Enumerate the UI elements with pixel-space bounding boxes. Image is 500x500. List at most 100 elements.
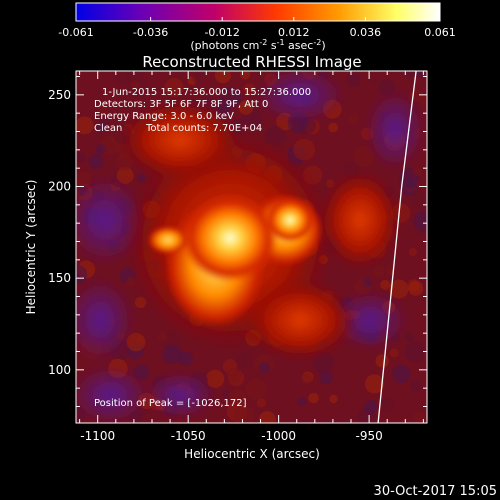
texture-blob (403, 71, 416, 78)
texture-blob (95, 144, 107, 155)
texture-blob (222, 89, 232, 100)
x-tick-label: -1000 (261, 429, 296, 443)
texture-blob (175, 418, 184, 423)
texture-blob (192, 71, 204, 84)
texture-blob (308, 392, 319, 404)
texture-blob (164, 78, 184, 97)
texture-blob (228, 389, 246, 407)
colorbar-fill (75, 2, 441, 22)
texture-blob (353, 146, 375, 168)
texture-blob (410, 191, 427, 210)
texture-blob (96, 123, 106, 133)
annotation-energy: Energy Range: 3.0 - 6.0 keV (94, 111, 234, 122)
annotation-time-range: 1-Jun-2015 15:17:36.000 to 15:27:36.000 (102, 87, 311, 98)
colorbar-tick-label: 0.061 (424, 26, 456, 39)
texture-blob (113, 71, 133, 85)
colorbar: -0.061 -0.036 -0.012 0.012 0.036 0.061 (photo… (58, 2, 456, 52)
annotation-peak-position: Position of Peak = [-1026,172] (94, 398, 247, 409)
texture-blob (408, 247, 417, 257)
texture-blob (130, 79, 140, 89)
x-axis-ticks: -1100 -1050 -1000 -950 (79, 71, 424, 443)
texture-blob (412, 166, 423, 177)
y-tick-label: 100 (48, 363, 71, 377)
texture-blob (76, 152, 86, 163)
texture-blob (297, 397, 307, 407)
texture-blob (238, 100, 254, 115)
texture-blob (76, 264, 88, 284)
texture-blob (245, 378, 267, 401)
colorbar-tick-label: -0.012 (204, 26, 239, 39)
texture-blob (410, 379, 422, 392)
texture-blob (214, 71, 231, 84)
x-tick-label: -1050 (171, 429, 206, 443)
texture-blob (346, 72, 362, 87)
texture-blob (178, 351, 193, 366)
texture-blob (375, 354, 389, 368)
texture-blob (389, 279, 409, 299)
colorbar-units: (photons cm-2 s-1 asec-2) (190, 38, 325, 52)
texture-blob (258, 362, 271, 374)
texture-blob (364, 374, 385, 394)
texture-blob (380, 398, 394, 412)
x-tick-label: -1100 (80, 429, 115, 443)
texture-blob (97, 104, 109, 115)
y-axis-ticks: 100 150 200 250 (48, 76, 427, 407)
colorbar-tick-label: 0.012 (278, 26, 310, 39)
texture-blob (363, 278, 372, 287)
texture-blob (413, 210, 427, 232)
footer-timestamp: 30-Oct-2017 15:05 (374, 484, 497, 499)
texture-blob (392, 364, 411, 384)
chart-title: Reconstructed RHESSI Image (142, 53, 361, 71)
texture-blob (243, 83, 256, 96)
colorbar-tick-label: -0.036 (133, 26, 168, 39)
annotation-clean: Clean (94, 123, 122, 134)
heatmap-purple-regions (76, 71, 425, 423)
texture-blob (329, 394, 338, 404)
annotation-detectors: Detectors: 3F 5F 6F 7F 8F 9F, Att 0 (94, 99, 268, 110)
texture-blob (256, 398, 266, 408)
texture-blob (404, 341, 426, 363)
x-tick-label: -950 (355, 429, 382, 443)
texture-blob (408, 281, 424, 296)
x-axis-label: Heliocentric X (arcsec) (184, 447, 320, 461)
y-axis-label: Heliocentric Y (arcsec) (24, 180, 38, 315)
texture-blob (413, 411, 425, 423)
texture-blob (370, 77, 379, 87)
y-tick-label: 150 (48, 271, 71, 285)
texture-blob (404, 332, 415, 342)
texture-blob (206, 369, 225, 388)
texture-blob (301, 373, 313, 385)
texture-blob (400, 178, 418, 196)
y-tick-label: 250 (48, 88, 71, 102)
texture-blob (158, 331, 168, 342)
texture-blob (372, 265, 385, 278)
solar-limb-line (377, 71, 417, 423)
texture-blob (258, 411, 276, 423)
texture-blob (389, 348, 399, 358)
plot-annotations: 1-Jun-2015 15:17:36.000 to 15:27:36.000 … (94, 87, 311, 409)
annotation-total-counts: Total counts: 7.70E+04 (145, 123, 262, 134)
texture-blob (235, 351, 252, 368)
colorbar-tick-label: -0.061 (58, 26, 93, 39)
texture-blob (76, 116, 94, 135)
texture-blob (226, 368, 241, 383)
texture-blob (162, 344, 182, 365)
heatmap-image (76, 71, 427, 423)
texture-blob (126, 332, 146, 352)
texture-blob (328, 122, 339, 133)
texture-blob (88, 153, 104, 169)
texture-blob (348, 113, 359, 125)
texture-blob (364, 400, 378, 414)
texture-blob (385, 266, 395, 276)
texture-blob (233, 405, 255, 423)
texture-blob (380, 279, 391, 290)
colorbar-ticks: -0.061 -0.036 -0.012 0.012 0.036 0.061 (58, 17, 456, 39)
heatmap-source (148, 194, 323, 327)
colorbar-tick-label: 0.036 (350, 26, 382, 39)
texture-blob (416, 229, 425, 238)
plot-frame (75, 70, 428, 424)
texture-blob (319, 371, 333, 385)
texture-blob (414, 71, 425, 78)
y-tick-label: 200 (48, 180, 71, 194)
